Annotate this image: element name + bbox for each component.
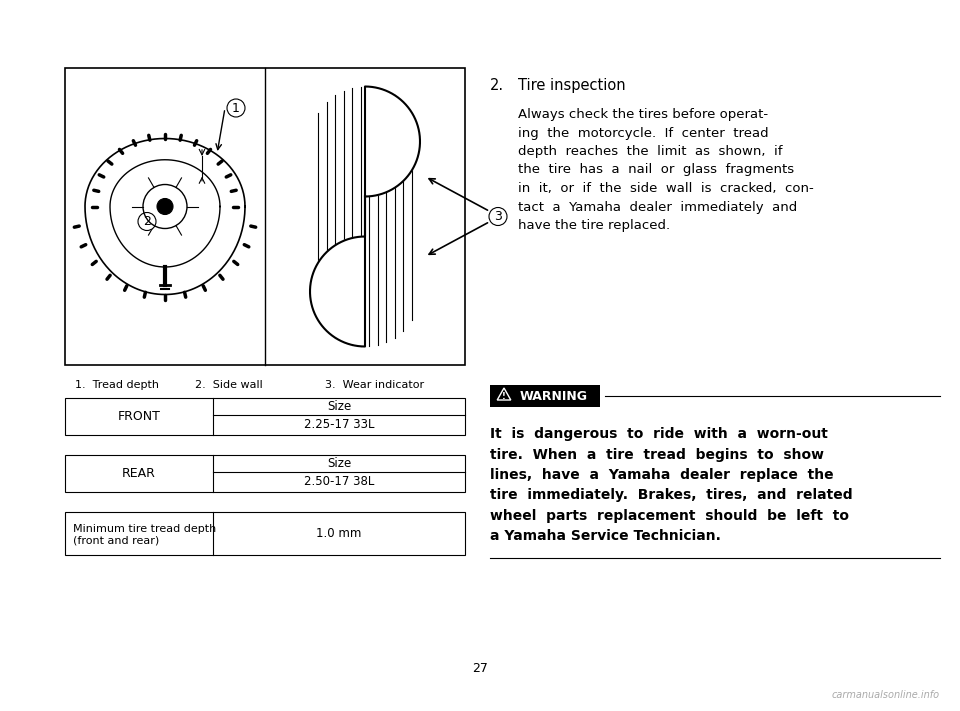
Text: 2.25-17 33L: 2.25-17 33L [303, 418, 374, 432]
Circle shape [157, 198, 173, 215]
Text: 2.  Side wall: 2. Side wall [195, 380, 263, 390]
Text: FRONT: FRONT [117, 410, 160, 423]
Text: 1.  Tread depth: 1. Tread depth [75, 380, 159, 390]
Text: Size: Size [326, 457, 351, 470]
Text: It  is  dangerous  to  ride  with  a  worn-out: It is dangerous to ride with a worn-out [490, 427, 828, 441]
Text: 2.: 2. [490, 78, 504, 93]
Text: REAR: REAR [122, 467, 156, 480]
Text: 3: 3 [494, 210, 502, 223]
Text: 2.50-17 38L: 2.50-17 38L [303, 476, 374, 488]
Text: 27: 27 [472, 662, 488, 675]
Text: !: ! [502, 392, 506, 401]
Text: Size: Size [326, 400, 351, 413]
Text: Tire inspection: Tire inspection [518, 78, 626, 93]
Text: tact  a  Yamaha  dealer  immediately  and: tact a Yamaha dealer immediately and [518, 201, 797, 213]
Polygon shape [490, 385, 600, 407]
Text: (front and rear): (front and rear) [73, 535, 159, 545]
Text: tire  immediately.  Brakes,  tires,  and  related: tire immediately. Brakes, tires, and rel… [490, 488, 852, 503]
Text: in  it,  or  if  the  side  wall  is  cracked,  con-: in it, or if the side wall is cracked, c… [518, 182, 814, 195]
Text: Always check the tires before operat-: Always check the tires before operat- [518, 108, 768, 121]
Text: depth  reaches  the  limit  as  shown,  if: depth reaches the limit as shown, if [518, 145, 782, 158]
Polygon shape [310, 87, 420, 346]
Text: 1.0 mm: 1.0 mm [316, 527, 362, 540]
Text: a Yamaha Service Technician.: a Yamaha Service Technician. [490, 530, 721, 543]
Text: WARNING: WARNING [520, 390, 588, 402]
Text: carmanualsonline.info: carmanualsonline.info [832, 690, 940, 700]
Text: tire.  When  a  tire  tread  begins  to  show: tire. When a tire tread begins to show [490, 447, 824, 461]
Text: have the tire replaced.: have the tire replaced. [518, 219, 670, 232]
Text: 2: 2 [143, 215, 151, 228]
Text: the  tire  has  a  nail  or  glass  fragments: the tire has a nail or glass fragments [518, 164, 794, 176]
Text: ing  the  motorcycle.  If  center  tread: ing the motorcycle. If center tread [518, 127, 769, 139]
Text: wheel  parts  replacement  should  be  left  to: wheel parts replacement should be left t… [490, 509, 849, 523]
Text: lines,  have  a  Yamaha  dealer  replace  the: lines, have a Yamaha dealer replace the [490, 468, 833, 482]
Text: 1: 1 [232, 102, 240, 114]
Text: 3.  Wear indicator: 3. Wear indicator [325, 380, 424, 390]
Text: Minimum tire tread depth: Minimum tire tread depth [73, 523, 216, 533]
